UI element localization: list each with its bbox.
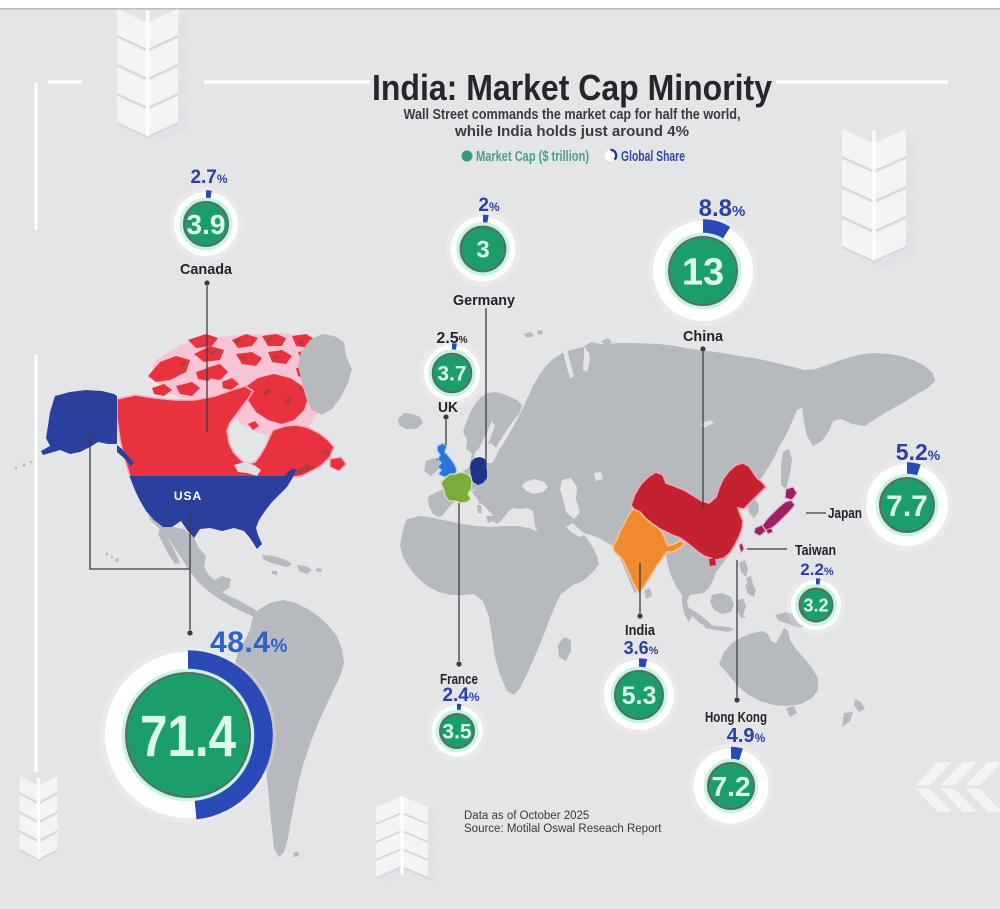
svg-text:Japan: Japan	[828, 505, 862, 522]
svg-text:3.9: 3.9	[187, 209, 226, 240]
svg-text:Source: Motilal Oswal Reseach: Source: Motilal Oswal Reseach Report	[464, 823, 662, 835]
svg-text:2%: 2%	[478, 195, 500, 216]
svg-text:3: 3	[476, 237, 489, 264]
svg-text:2.4%: 2.4%	[442, 685, 479, 706]
svg-text:71.4: 71.4	[140, 704, 236, 769]
svg-text:Global Share: Global Share	[621, 149, 685, 165]
svg-text:7.2: 7.2	[712, 771, 751, 802]
svg-text:India: Market Cap Minority: India: Market Cap Minority	[372, 67, 772, 108]
svg-text:Hong Kong: Hong Kong	[705, 709, 767, 726]
svg-text:India: India	[625, 622, 656, 639]
svg-text:while India holds just around: while India holds just around 4%	[454, 123, 689, 140]
svg-text:13: 13	[682, 252, 724, 294]
svg-text:China: China	[683, 328, 724, 345]
svg-text:4.9%: 4.9%	[727, 725, 766, 747]
svg-text:2.7%: 2.7%	[190, 167, 227, 188]
svg-text:3.2: 3.2	[803, 595, 828, 615]
svg-text:3.5: 3.5	[442, 721, 472, 744]
svg-text:5.3: 5.3	[622, 682, 657, 710]
svg-text:Germany: Germany	[453, 292, 516, 309]
svg-text:Canada: Canada	[180, 261, 233, 278]
svg-text:Wall Street commands the marke: Wall Street commands the market cap for …	[404, 106, 741, 123]
svg-text:France: France	[440, 671, 478, 688]
svg-text:Taiwan: Taiwan	[795, 542, 836, 559]
svg-text:USA: USA	[174, 489, 202, 503]
svg-text:7.7: 7.7	[886, 490, 928, 523]
svg-text:UK: UK	[438, 399, 458, 416]
svg-text:3.7: 3.7	[437, 363, 466, 386]
svg-text:Market Cap ($ trillion): Market Cap ($ trillion)	[476, 149, 589, 165]
svg-text:2.5%: 2.5%	[436, 330, 467, 347]
svg-text:Data as of October 2025: Data as of October 2025	[464, 810, 589, 822]
